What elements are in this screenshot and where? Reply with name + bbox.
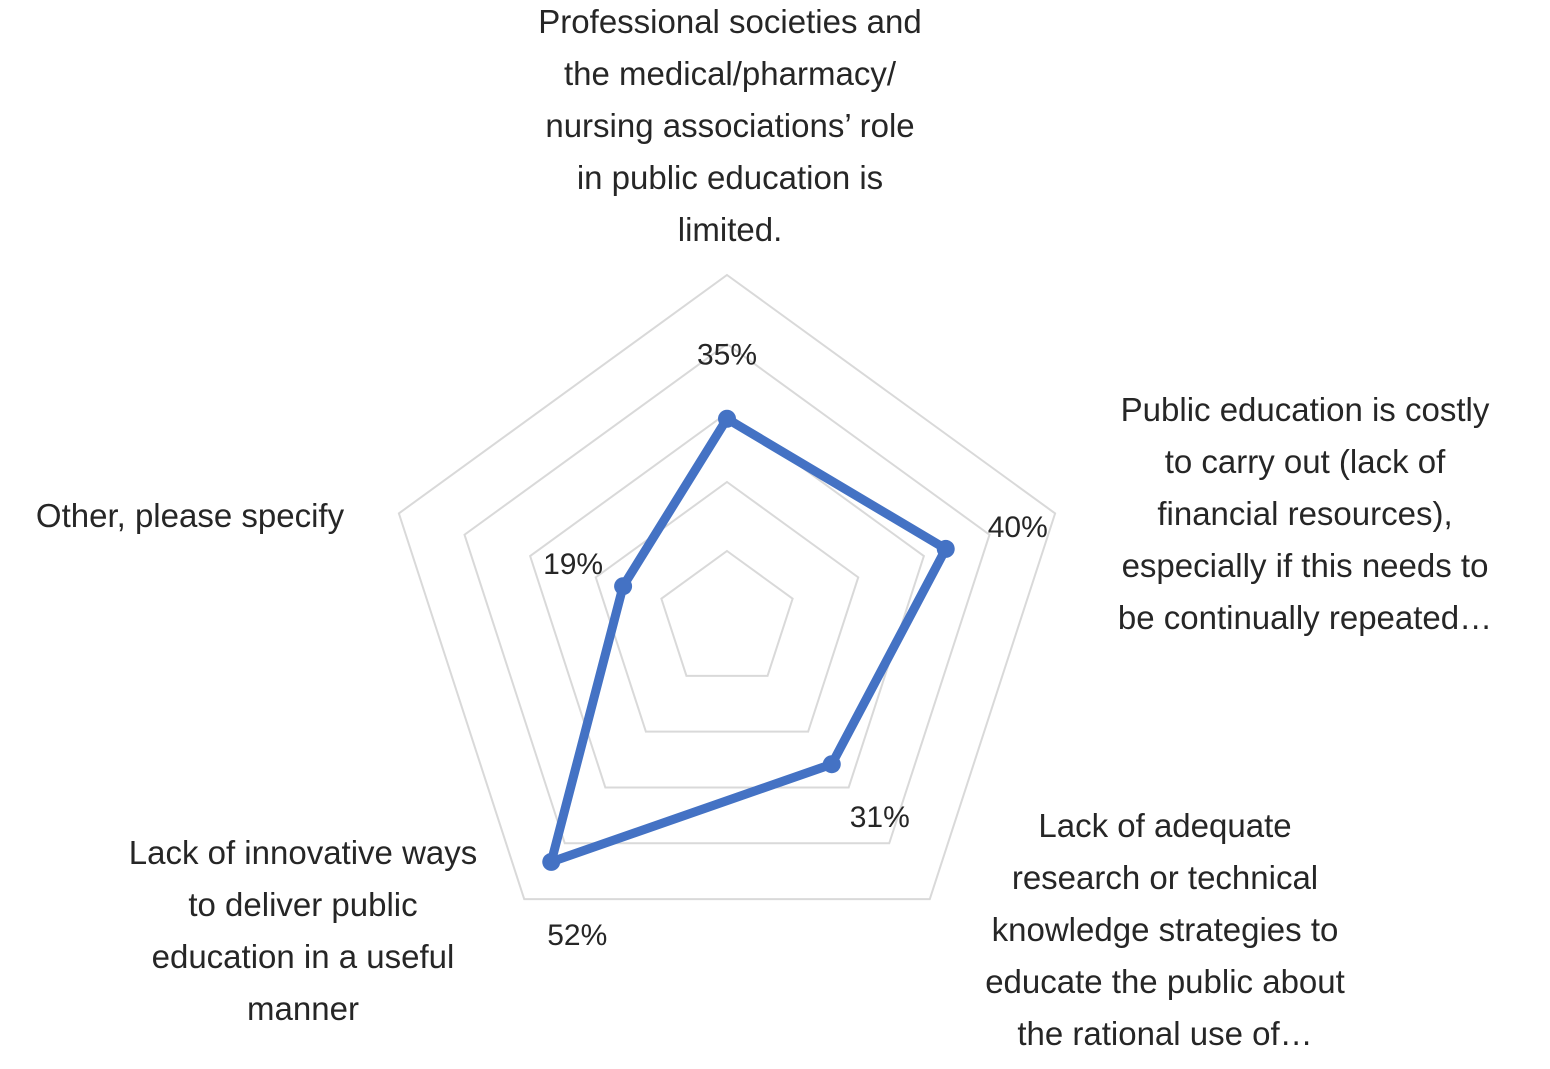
- data-label-1: 35%: [697, 339, 757, 372]
- category-label-line: Lack of adequate: [1038, 807, 1291, 844]
- grid-ring-5: [397, 273, 1057, 901]
- category-label-line: the medical/pharmacy/: [564, 55, 897, 92]
- data-point-1: [718, 409, 736, 428]
- category-label-2: Public education is costly to carry out (…: [1118, 391, 1492, 636]
- category-label-line: be continually repeated…: [1118, 599, 1492, 636]
- data-label-5: 19%: [543, 548, 603, 581]
- data-labels: 35% 40% 31% 52% 19%: [543, 339, 1048, 952]
- category-label-line: Professional societies and: [538, 3, 921, 40]
- category-label-line: education in a useful: [152, 938, 455, 975]
- category-label-1: Professional societies and the medical/ph…: [538, 3, 921, 248]
- category-label-line: manner: [247, 990, 359, 1027]
- category-label-line: research or technical: [1012, 859, 1318, 896]
- category-label-line: to carry out (lack of: [1165, 443, 1446, 480]
- category-label-line: Other, please specify: [36, 497, 345, 534]
- data-label-4: 52%: [547, 919, 607, 952]
- category-label-3: Lack of adequate research or technical kno…: [985, 807, 1345, 1052]
- category-label-line: financial resources),: [1157, 495, 1452, 532]
- data-point-5: [614, 577, 633, 596]
- grid-ring-3: [528, 411, 926, 789]
- grid-ring-2: [594, 480, 860, 733]
- data-point-4: [542, 852, 561, 871]
- category-label-5: Other, please specify: [36, 497, 345, 534]
- category-label-4: Lack of innovative ways to deliver public…: [129, 834, 478, 1027]
- category-label-line: to deliver public: [188, 886, 417, 923]
- category-label-line: knowledge strategies to: [992, 911, 1339, 948]
- category-labels: Professional societies and the medical/ph…: [36, 3, 1492, 1052]
- series-line: [546, 414, 951, 867]
- category-label-line: Lack of innovative ways: [129, 834, 478, 871]
- category-label-line: in public education is: [577, 159, 883, 196]
- category-label-line: especially if this needs to: [1122, 547, 1489, 584]
- grid-ring-4: [463, 342, 991, 845]
- radar-series: [542, 409, 955, 871]
- grid-ring-1: [660, 549, 794, 677]
- category-label-line: the rational use of…: [1017, 1015, 1312, 1052]
- data-point-2: [936, 539, 955, 558]
- category-label-line: limited.: [678, 211, 783, 248]
- data-label-3: 31%: [850, 801, 910, 834]
- category-label-line: educate the public about: [985, 963, 1345, 1000]
- category-label-line: Public education is costly: [1121, 391, 1490, 428]
- data-point-3: [822, 755, 841, 774]
- radar-grid: [397, 273, 1057, 901]
- category-label-line: nursing associations’ role: [545, 107, 914, 144]
- data-label-2: 40%: [988, 511, 1048, 544]
